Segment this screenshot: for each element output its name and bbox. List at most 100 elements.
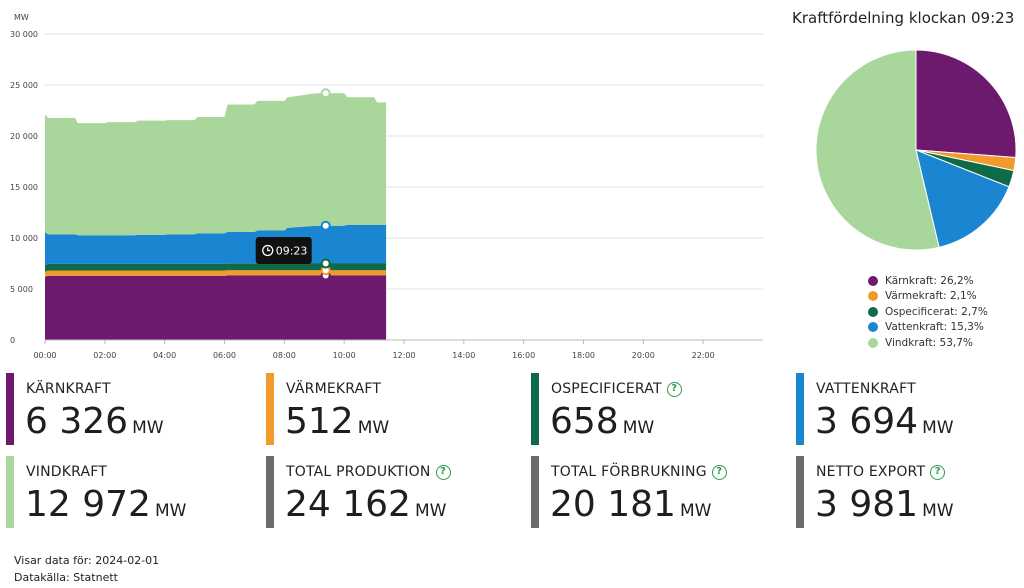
stat-unit: MW <box>679 501 712 521</box>
stat-card: OSPECIFICERAT? 658 MW <box>531 373 771 445</box>
y-tick-label: 30 000 <box>10 30 38 39</box>
stat-unit: MW <box>154 501 187 521</box>
legend-label: Ospecificerat: 2,7% <box>885 305 988 318</box>
x-tick-label: 10:00 <box>333 351 356 360</box>
stat-card: VINDKRAFT 12 972 MW <box>6 456 246 528</box>
stat-value: 3 981 <box>815 484 919 525</box>
stat-color-bar <box>6 373 14 445</box>
x-tick-label: 14:00 <box>452 351 475 360</box>
x-tick-label: 20:00 <box>632 351 655 360</box>
stat-color-bar <box>796 373 804 445</box>
stat-label: VÄRMEKRAFT <box>286 381 382 397</box>
tooltip-box <box>255 237 312 264</box>
legend-swatch <box>868 322 878 333</box>
stat-value-row: 3 981 MW <box>815 484 954 525</box>
stat-label-row: VATTENKRAFT <box>816 381 916 397</box>
y-tick-label: 15 000 <box>10 183 38 192</box>
stat-color-bar <box>531 373 539 445</box>
pie-slice-kärnkraft <box>915 49 1017 159</box>
legend-item: Kärnkraft: 26,2% <box>868 273 988 289</box>
y-tick-label: 5 000 <box>10 285 33 294</box>
stat-label-row: VINDKRAFT <box>26 464 107 480</box>
x-tick-label: 06:00 <box>213 351 236 360</box>
power-distribution-pie <box>815 49 1017 251</box>
stat-label-row: TOTAL FÖRBRUKNING? <box>551 464 727 480</box>
stat-unit: MW <box>132 418 164 438</box>
stat-label-row: VÄRMEKRAFT <box>286 381 381 397</box>
stat-value-row: 12 972 MW <box>25 484 186 525</box>
legend-swatch <box>868 306 878 317</box>
question-circle-icon[interactable]: ? <box>711 464 727 480</box>
legend-swatch <box>868 275 878 286</box>
stat-label-row: OSPECIFICERAT? <box>551 381 682 397</box>
legend-label: Värmekraft: 2,1% <box>885 290 977 303</box>
stat-label-row: TOTAL PRODUKTION? <box>286 464 451 480</box>
stat-value: 658 <box>550 401 619 442</box>
stat-unit: MW <box>922 501 954 521</box>
stat-label: VATTENKRAFT <box>816 381 916 397</box>
legend-swatch <box>868 291 878 302</box>
clock-icon <box>262 244 274 257</box>
stat-label: NETTO EXPORT <box>816 464 926 480</box>
stat-value: 6 326 <box>25 401 129 442</box>
x-tick-label: 22:00 <box>692 351 715 360</box>
legend-item: Vattenkraft: 15,3% <box>868 320 988 336</box>
date-label: Visar data för: <box>14 554 92 567</box>
y-tick-label: 25 000 <box>10 81 38 90</box>
stat-label-row: NETTO EXPORT? <box>816 464 946 480</box>
x-tick-label: 04:00 <box>153 351 176 360</box>
time-tooltip: 09:23 <box>255 237 312 264</box>
stat-card: TOTAL FÖRBRUKNING? 20 181 MW <box>531 456 771 528</box>
area-vindkraft <box>45 93 387 236</box>
x-tick-label: 08:00 <box>273 351 296 360</box>
question-circle-icon[interactable]: ? <box>930 464 946 480</box>
stat-value-row: 3 694 MW <box>815 401 954 442</box>
tooltip-time: 09:23 <box>276 245 308 258</box>
stat-value: 12 972 <box>25 484 151 525</box>
stat-label-row: KÄRNKRAFT <box>26 381 111 397</box>
legend-label: Vindkraft: 53,7% <box>885 336 973 349</box>
stat-value-row: 24 162 MW <box>285 484 446 525</box>
hover-markers: 09:23 <box>255 88 331 281</box>
y-axis-unit: MW <box>14 13 29 22</box>
pie-slice-vindkraft <box>815 49 940 251</box>
stat-color-bar <box>531 456 539 528</box>
stat-unit: MW <box>414 501 447 521</box>
area-ospecificerat <box>45 263 387 272</box>
stat-card: VATTENKRAFT 3 694 MW <box>796 373 1024 445</box>
legend-item: Vindkraft: 53,7% <box>868 335 988 351</box>
stat-value-row: 658 MW <box>550 401 654 442</box>
question-circle-icon[interactable]: ? <box>435 464 451 480</box>
chart-axes: 0 5 000 10 000 15 000 20 000 25 000 30 000 MW 00… <box>10 13 763 360</box>
stat-color-bar <box>266 373 274 445</box>
x-tick-label: 16:00 <box>512 351 535 360</box>
stat-unit: MW <box>922 418 954 438</box>
stat-label: OSPECIFICERAT <box>551 381 662 397</box>
marker-vindkraft <box>320 88 331 99</box>
area-värmekraft <box>45 270 387 277</box>
stat-card: TOTAL PRODUKTION? 24 162 MW <box>266 456 506 528</box>
marker-ospecificerat <box>320 258 331 269</box>
question-circle-icon[interactable]: ? <box>666 381 682 397</box>
area-kärnkraft <box>45 275 387 340</box>
y-tick-label: 0 <box>10 336 15 345</box>
stat-color-bar <box>796 456 804 528</box>
x-tick-label: 02:00 <box>93 351 116 360</box>
legend-swatch <box>868 337 878 348</box>
stat-value: 3 694 <box>815 401 919 442</box>
stat-value-row: 20 181 MW <box>550 484 711 525</box>
source-label: Datakälla: <box>14 571 70 584</box>
legend-label: Vattenkraft: 15,3% <box>885 321 984 334</box>
date-value: 2024-02-01 <box>95 554 160 567</box>
footer: Visar data för: 2024-02-01 Datakälla: St… <box>14 552 159 586</box>
stat-card: NETTO EXPORT? 3 981 MW <box>796 456 1024 528</box>
marker-vattenkraft <box>320 220 331 231</box>
stat-value: 512 <box>285 401 354 442</box>
y-tick-label: 20 000 <box>10 132 38 141</box>
stat-unit: MW <box>622 418 655 438</box>
stat-unit: MW <box>357 418 390 438</box>
legend-item: Värmekraft: 2,1% <box>868 289 988 305</box>
source-value: Statnett <box>73 571 118 584</box>
x-tick-label: 12:00 <box>392 351 415 360</box>
y-tick-label: 10 000 <box>10 234 38 243</box>
